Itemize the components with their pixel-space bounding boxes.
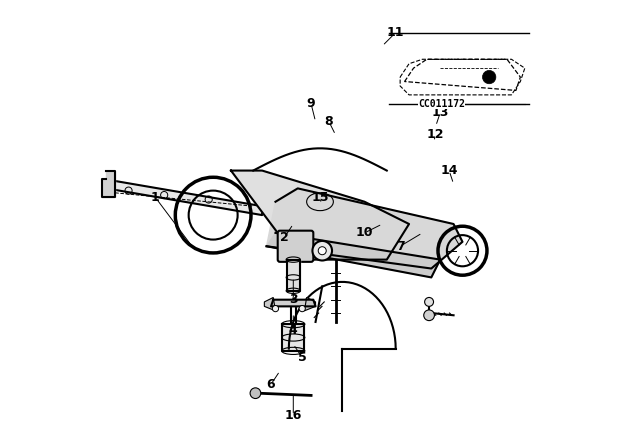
Polygon shape	[282, 324, 305, 351]
Text: 11: 11	[387, 26, 404, 39]
Polygon shape	[267, 188, 463, 268]
Polygon shape	[106, 180, 262, 215]
Polygon shape	[264, 297, 275, 311]
Polygon shape	[305, 297, 316, 311]
Text: 9: 9	[307, 97, 316, 110]
Circle shape	[424, 310, 435, 321]
Text: 13: 13	[431, 106, 449, 119]
Polygon shape	[231, 171, 409, 260]
FancyBboxPatch shape	[278, 231, 314, 262]
Circle shape	[318, 247, 326, 255]
Circle shape	[273, 306, 278, 312]
Circle shape	[299, 306, 305, 312]
Text: 1: 1	[151, 191, 159, 204]
Polygon shape	[102, 171, 115, 197]
Text: 7: 7	[396, 240, 404, 253]
Text: 8: 8	[324, 115, 333, 128]
Text: 16: 16	[285, 409, 302, 422]
Circle shape	[424, 297, 433, 306]
Text: 14: 14	[440, 164, 458, 177]
Text: 10: 10	[356, 226, 373, 239]
Text: 5: 5	[298, 351, 307, 364]
Polygon shape	[271, 300, 316, 306]
Circle shape	[483, 70, 496, 84]
Text: 12: 12	[427, 129, 445, 142]
Text: 2: 2	[280, 231, 289, 244]
Text: 6: 6	[267, 378, 275, 391]
Polygon shape	[267, 233, 440, 277]
Text: CC011172: CC011172	[418, 99, 465, 109]
Circle shape	[312, 241, 332, 260]
Text: 15: 15	[311, 191, 329, 204]
Polygon shape	[287, 260, 300, 291]
Text: 3: 3	[289, 293, 298, 306]
Circle shape	[250, 388, 260, 399]
Text: 4: 4	[289, 324, 298, 337]
